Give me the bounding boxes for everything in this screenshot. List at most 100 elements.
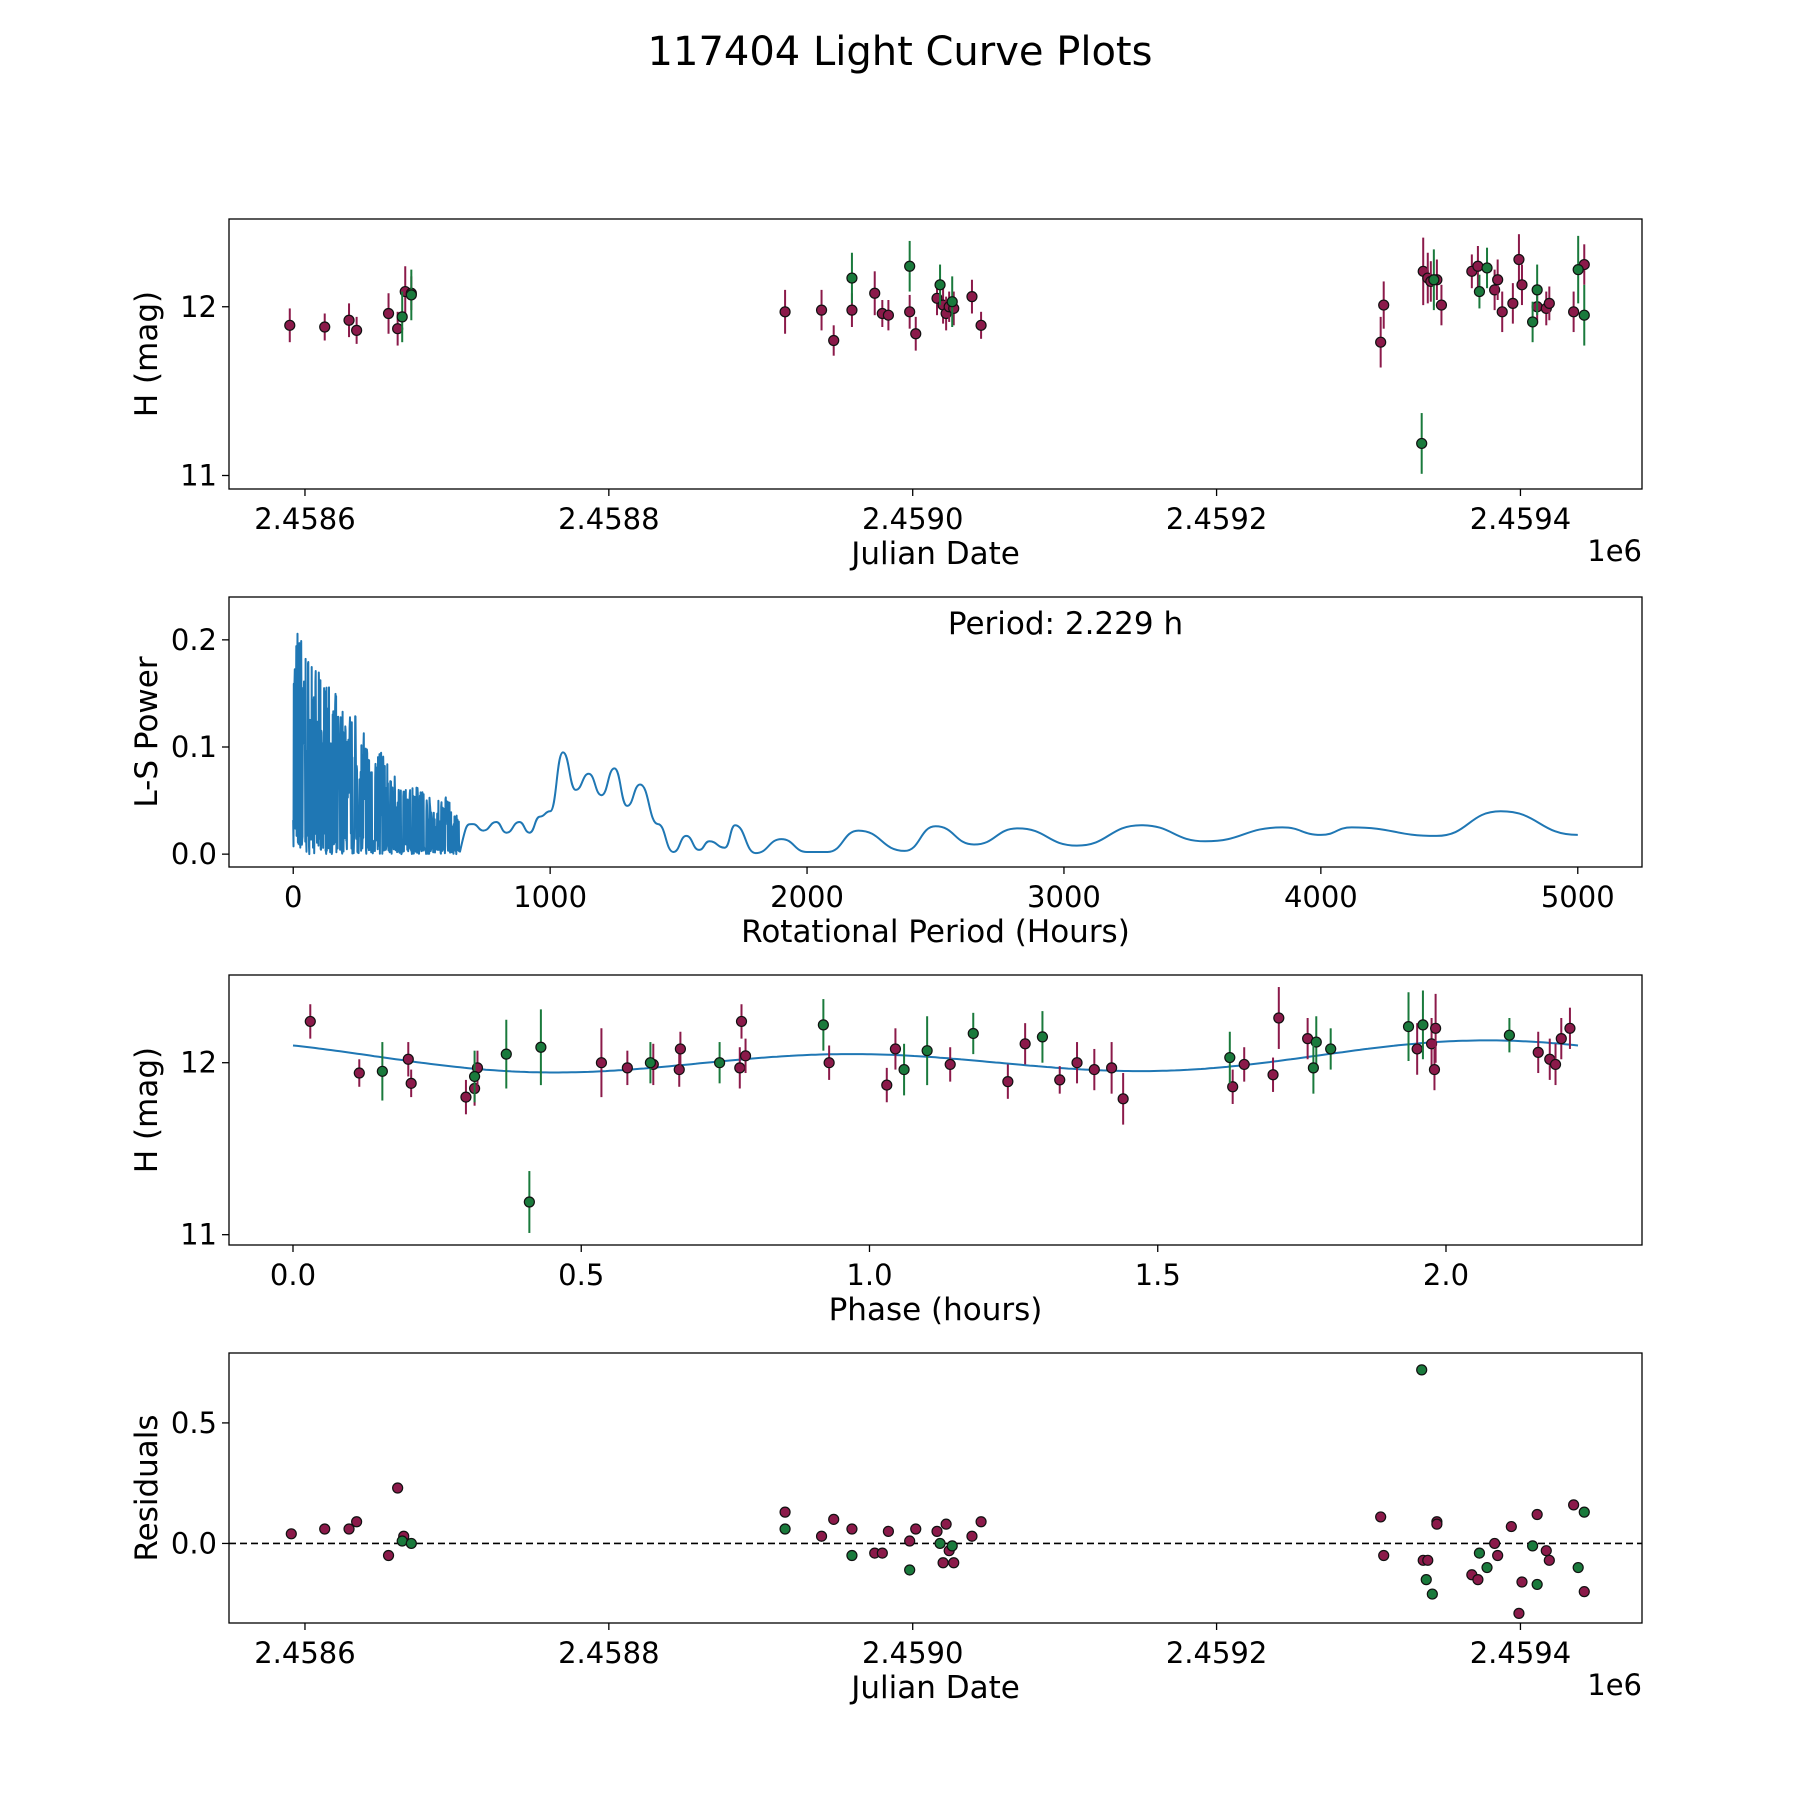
residuals-point-magenta: [1492, 1549, 1504, 1562]
phased-point-magenta: [1411, 1043, 1423, 1055]
phased-point-magenta: [621, 1062, 633, 1074]
phased-point-magenta: [460, 1091, 472, 1103]
residuals-offset-label: 1e6: [1587, 1668, 1642, 1702]
lightcurve-point-magenta: [343, 314, 355, 326]
residuals-point-magenta: [1489, 1537, 1501, 1550]
phased-point-magenta: [1088, 1063, 1100, 1076]
lightcurve-point-green: [1481, 262, 1493, 274]
phased-point-magenta: [353, 1067, 365, 1079]
lightcurve-ylabel: H (mag): [129, 291, 165, 417]
residuals-point-green: [1481, 1561, 1493, 1574]
lightcurve-xtick-label: 2.4586: [254, 502, 355, 536]
phased-xtick-label: 1.5: [1135, 1258, 1181, 1292]
phased-point-green: [714, 1057, 726, 1069]
residuals-ytick-label: 0.0: [171, 1526, 217, 1560]
residuals-point-magenta: [1505, 1520, 1517, 1533]
lightcurve-point-magenta: [319, 321, 331, 333]
residuals-point-magenta: [1513, 1607, 1525, 1619]
periodogram-frame: [228, 596, 1643, 868]
periodogram-ytick-label: 0.0: [171, 837, 217, 871]
phased-xtick-label: 2.0: [1423, 1258, 1469, 1292]
periodogram-line: [292, 632, 1578, 856]
lightcurve-point-magenta: [1513, 253, 1525, 266]
residuals-point-magenta: [1422, 1554, 1434, 1566]
residuals-point-magenta: [1578, 1586, 1590, 1598]
lightcurve-point-green: [1527, 316, 1539, 328]
periodogram-ytick-label: 0.2: [171, 623, 217, 657]
phased-point-green: [1036, 1031, 1049, 1043]
residuals-xtick-label: 2.4590: [862, 1636, 963, 1670]
residuals-point-green: [946, 1540, 958, 1552]
residuals-point-green: [405, 1537, 417, 1550]
phased-point-green: [817, 1019, 829, 1031]
residuals-xtick-label: 2.4586: [254, 1636, 355, 1670]
residuals-point-green: [396, 1535, 408, 1547]
residuals-point-magenta: [285, 1528, 297, 1540]
residuals-point-green: [779, 1523, 791, 1535]
lightcurve-point-magenta: [351, 324, 363, 336]
residuals-frame: [228, 1352, 1643, 1624]
residuals-point-magenta: [1431, 1518, 1443, 1530]
residuals-xtick-label: 2.4594: [1470, 1636, 1571, 1670]
lightcurve-ytick-label: 12: [180, 290, 217, 324]
panel-lightcurve: 2.4586 2.4588 2.4590 2.4592 2.4594 11 12 Julian…: [129, 218, 1643, 572]
lightcurve-point-green: [846, 272, 858, 284]
phased-point-magenta: [1019, 1038, 1031, 1050]
residuals-point-magenta: [1568, 1499, 1580, 1511]
lightcurve-point-magenta: [779, 306, 791, 318]
lightcurve-ytick-label: 11: [180, 459, 217, 493]
residuals-point-green: [1416, 1364, 1428, 1376]
residuals-point-magenta: [940, 1518, 952, 1530]
lightcurve-point-magenta: [1496, 306, 1508, 318]
phased-point-green: [535, 1041, 547, 1053]
phased-frame: [228, 974, 1643, 1246]
phased-point-magenta: [1227, 1081, 1239, 1093]
residuals-point-magenta: [1540, 1545, 1552, 1557]
residuals-point-magenta: [975, 1516, 987, 1528]
phased-point-green: [500, 1048, 512, 1060]
lightcurve-point-magenta: [382, 307, 395, 320]
phased-point-magenta: [1273, 1012, 1285, 1024]
phased-point-magenta: [595, 1057, 608, 1069]
lightcurve-point-magenta: [1472, 260, 1484, 272]
residuals-point-magenta: [937, 1557, 949, 1569]
lightcurve-point-green: [396, 311, 408, 323]
residuals-point-magenta: [351, 1516, 363, 1528]
figure-title: 117404 Light Curve Plots: [648, 29, 1153, 75]
phased-point-magenta: [944, 1058, 956, 1071]
phased-point-green: [967, 1027, 979, 1040]
period-annotation: Period: 2.229 h: [948, 606, 1183, 642]
panel-residuals: 2.4586 2.4588 2.4590 2.4592 2.4594 0.0 0.5 Juli…: [129, 1352, 1643, 1706]
lightcurve-point-green: [405, 289, 417, 301]
residuals-point-green: [1473, 1547, 1486, 1559]
periodogram-xtick-label: 1000: [513, 880, 587, 914]
phased-point-green: [1417, 1019, 1429, 1031]
lightcurve-point-green: [1428, 274, 1440, 286]
lightcurve-point-magenta: [869, 287, 881, 299]
lightcurve-point-magenta: [1516, 279, 1528, 291]
periodogram-xtick-label: 2000: [770, 880, 844, 914]
periodogram-xlabel: Rotational Period (Hours): [741, 914, 1130, 950]
periodogram-xtick-label: 3000: [1027, 880, 1101, 914]
residuals-xtick-label: 2.4588: [558, 1636, 659, 1670]
residuals-point-green: [846, 1549, 858, 1562]
residuals-point-magenta: [904, 1535, 916, 1547]
lightcurve-point-green: [1578, 309, 1590, 321]
lightcurve-point-magenta: [1507, 297, 1519, 309]
periodogram-ytick-label: 0.1: [171, 730, 217, 764]
phased-point-magenta: [1106, 1062, 1118, 1074]
phased-ytick-label: 11: [180, 1218, 217, 1252]
phased-point-green: [376, 1065, 388, 1077]
residuals-point-green: [904, 1564, 916, 1576]
residuals-point-magenta: [1375, 1511, 1387, 1523]
residuals-point-magenta: [948, 1557, 960, 1569]
lightcurve-xtick-label: 2.4588: [558, 502, 659, 536]
lightcurve-point-magenta: [975, 319, 987, 331]
residuals-point-magenta: [1531, 1508, 1543, 1521]
lightcurve-xlabel: Julian Date: [849, 536, 1020, 572]
phased-ytick-label: 12: [180, 1046, 217, 1080]
phased-point-magenta: [673, 1063, 685, 1076]
phased-point-green: [921, 1045, 933, 1057]
lightcurve-point-magenta: [1375, 336, 1387, 348]
